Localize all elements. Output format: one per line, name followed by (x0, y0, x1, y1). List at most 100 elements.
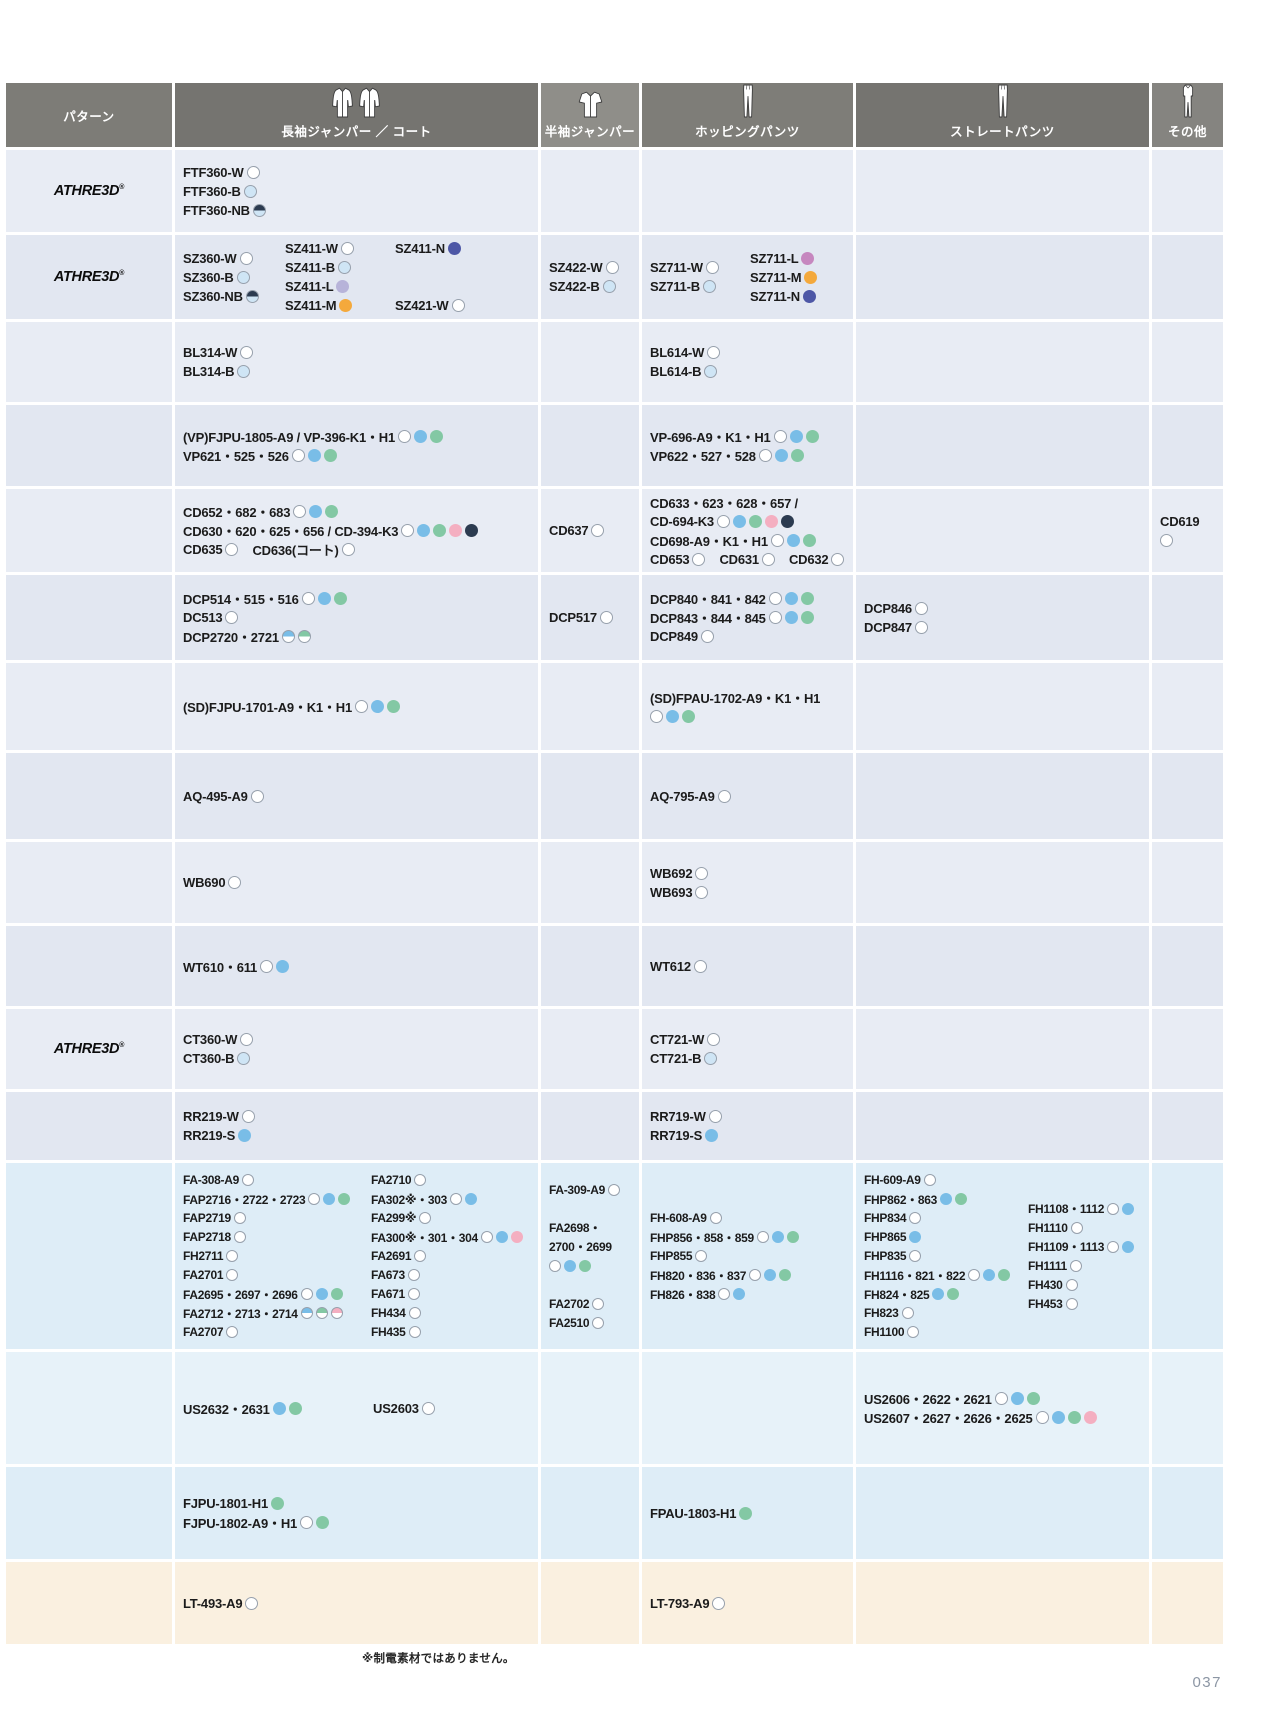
jackets-icon (330, 87, 384, 118)
product-entry: FH824・825 (864, 1286, 960, 1303)
color-dot-w (408, 1307, 421, 1319)
color-dot-lv (336, 280, 350, 293)
page-number: 037 (1192, 1674, 1222, 1691)
cell-other (1152, 842, 1223, 923)
code-group: FA-308-A9 FAP2716・2722・2723 FAP2719 FAP2718… (183, 1171, 359, 1342)
color-dot-w (608, 1183, 620, 1196)
cell-other (1152, 235, 1223, 319)
code-group: WB692 WB693 (650, 864, 709, 902)
code-group: DCP517 (549, 608, 613, 627)
color-dot-lb (704, 365, 718, 378)
color-dot-or (804, 270, 818, 284)
color-dot-gr (779, 1269, 792, 1281)
code-line: FA2707 (183, 1323, 359, 1342)
registered-mark: ® (119, 270, 125, 278)
color-dot-gr (288, 1401, 302, 1415)
cell-other (1152, 1092, 1223, 1160)
product-entry: FTF360-NB (183, 203, 266, 218)
header-label: パターン (63, 109, 115, 124)
code-group: DCP846 DCP847 (864, 599, 928, 637)
code-line: SZ411-L (285, 277, 381, 296)
product-code: FHP865 (864, 1230, 907, 1244)
code-line: SZ711-N (750, 287, 817, 306)
color-dot-w (599, 611, 613, 624)
color-dot-w (1160, 533, 1173, 547)
code-line: SZ411-N (395, 239, 465, 258)
code-line: CT721-W (650, 1030, 721, 1049)
code-line: CD-694-K3 (650, 512, 844, 531)
color-dot-w (407, 1269, 420, 1281)
code-line: CD630・620・625・656 / CD-394-K3 (183, 521, 479, 540)
footnote: ※制電素材ではありません。 (362, 1653, 515, 1665)
product-entry: RR219-S (183, 1128, 252, 1143)
product-entry: FAP2719 (183, 1211, 246, 1225)
brand-name: ATHRE3D (53, 183, 120, 199)
code-line: FA2712・2713・2714 (183, 1304, 359, 1323)
cell-straight (856, 926, 1149, 1006)
code-line: FA2698・ (549, 1218, 620, 1237)
cell-short: SZ422-W SZ422-B (541, 235, 639, 319)
color-dot-gr (333, 592, 347, 605)
product-code: SZ411-L (285, 279, 334, 294)
product-entry: VP621・525・526 (183, 446, 337, 465)
cell-straight (856, 663, 1149, 750)
code-line: VP621・525・526 (183, 446, 443, 465)
product-entry: CT721-B (650, 1051, 718, 1066)
color-dot-bl (784, 592, 798, 605)
cell-pattern: ATHRE3D® (6, 235, 172, 319)
color-dot-bl (733, 1288, 746, 1300)
code-line: FH1109・1113 (1028, 1237, 1135, 1256)
product-code: FAP2716・2722・2723 (183, 1192, 306, 1207)
color-dot-w (768, 592, 782, 605)
product-code: FJPU-1801-H1 (183, 1496, 269, 1511)
product-entry: FA671 (371, 1287, 420, 1301)
product-entry: RR719-S (650, 1128, 719, 1143)
product-code: US2632・2631 (183, 1401, 270, 1417)
code-line: LT-493-A9 (183, 1594, 259, 1613)
product-code: WB693 (650, 884, 693, 900)
cell-other (1152, 1163, 1223, 1349)
code-line: CD633・623・628・657 / (650, 493, 844, 512)
cell-short (541, 1009, 639, 1089)
product-code: FA2712・2713・2714 (183, 1306, 298, 1321)
color-dot-w (695, 1250, 708, 1262)
color-dot-bl (465, 1193, 478, 1205)
cell-hopping: BL614-W BL614-B (642, 322, 853, 402)
product-entry: SZ360-NB (183, 289, 259, 304)
code-line: FH435 (371, 1323, 523, 1342)
product-code: CD636(コート) (252, 543, 339, 558)
product-code: DCP847 (864, 619, 912, 635)
color-dot-bl (983, 1269, 996, 1281)
product-entry: FHP856・858・859 (650, 1229, 799, 1246)
product-entry: VP622・527・528 (650, 446, 804, 465)
cell-straight (856, 489, 1149, 572)
product-entry: FA-308-A9 (183, 1173, 254, 1187)
table-row: FJPU-1801-H1 FJPU-1802-A9・H1 FPAU-1803-H1 (6, 1467, 1224, 1559)
code-line: FHP855 (650, 1247, 799, 1266)
product-code: SZ360-B (183, 269, 234, 285)
color-dot-w (909, 1250, 922, 1262)
code-line: BL314-B (183, 362, 253, 381)
color-dot-w (398, 429, 411, 443)
product-code: FH453 (1028, 1296, 1063, 1311)
color-dot-gr (805, 429, 819, 443)
header-label: その他 (1167, 125, 1207, 139)
product-code: SZ422-W (549, 260, 603, 275)
code-line (1160, 531, 1199, 550)
product-entry: FPAU-1803-H1 (650, 1506, 753, 1521)
product-code: FH434 (371, 1306, 406, 1320)
color-dot-gr (786, 1231, 799, 1243)
product-code: FAP2719 (183, 1211, 231, 1225)
product-code: VP622・527・528 (650, 448, 756, 464)
product-code: VP-696-A9・K1・H1 (650, 429, 771, 445)
cell-straight (856, 235, 1149, 319)
color-dot-w (226, 1326, 239, 1338)
cell-long: (SD)FJPU-1701-A9・K1・H1 (175, 663, 538, 750)
color-dot-w (707, 346, 721, 359)
product-entry: WB692 (650, 866, 709, 881)
product-code: BL314-W (183, 345, 238, 360)
product-entry: RR219-W (183, 1109, 255, 1124)
color-dot-gr (330, 1288, 343, 1300)
code-group: US2606・2622・2621 US2607・2627・2626・2625 (864, 1389, 1097, 1427)
color-dot-gr (998, 1269, 1011, 1281)
